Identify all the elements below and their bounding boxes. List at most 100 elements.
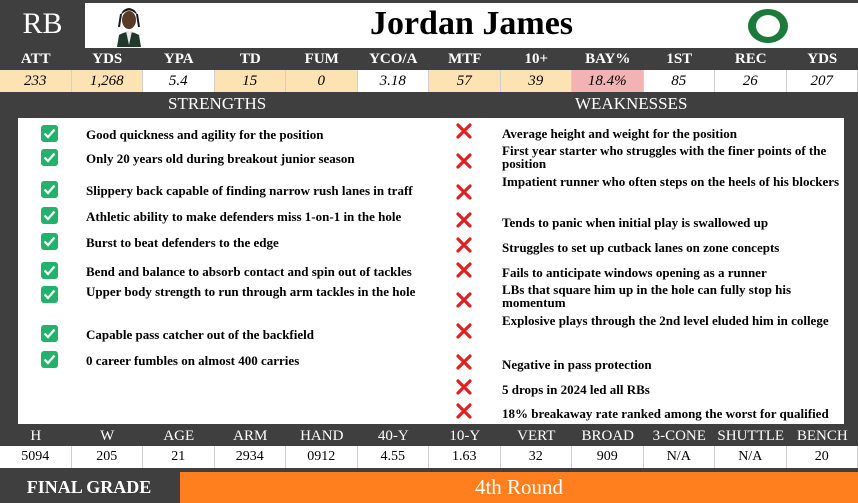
measure-label-4: HAND — [300, 427, 344, 444]
measurables-values-row: 5094 205 21 2934 0912 4.55 1.63 32 909 N/A N/A 20 — [0, 446, 858, 468]
stat-value-4: 0 — [286, 70, 358, 92]
strength-item: Burst to beat defenders to the edge — [86, 235, 279, 250]
measure-label-9: 3-CONE — [652, 427, 706, 444]
cross-icon — [456, 153, 472, 169]
measure-label-1: W — [100, 427, 115, 444]
stat-label-6: MTF — [448, 50, 482, 67]
name-bar: Jordan James — [85, 3, 858, 48]
stat-value-0: 233 — [0, 70, 72, 92]
measure-value-10: N/A — [715, 446, 787, 468]
strength-item: 0 career fumbles on almost 400 carries — [86, 353, 300, 368]
stat-label-5: YCO/A — [369, 50, 418, 67]
measure-value-5: 4.55 — [358, 446, 429, 468]
stat-label-2: YPA — [163, 50, 194, 67]
measure-value-11: 20 — [787, 446, 858, 468]
stat-value-7: 39 — [500, 70, 572, 92]
strength-item: Only 20 years old during breakout junior… — [86, 151, 355, 166]
cross-icon — [456, 323, 472, 339]
measure-label-3: ARM — [233, 427, 268, 444]
oregon-logo — [748, 9, 788, 43]
measure-value-8: 909 — [572, 446, 644, 468]
strength-item: Capable pass catcher out of the backfiel… — [86, 327, 314, 342]
player-name: Jordan James — [369, 5, 574, 42]
final-grade-value: 4th Round — [180, 472, 858, 503]
stat-header-row: ATT YDS YPA TD FUM YCO/A MTF 10+ BAY% 1ST REC YDS — [0, 48, 858, 70]
measure-value-4: 0912 — [286, 446, 358, 468]
weakness-item: Explosive plays through the 2nd level el… — [502, 313, 829, 328]
check-icon — [41, 262, 58, 279]
check-icon — [41, 233, 58, 250]
check-icon — [41, 149, 58, 166]
measure-value-2: 21 — [143, 446, 215, 468]
measure-label-10: SHUTTLE — [717, 427, 785, 444]
cross-icon — [456, 237, 472, 253]
stat-label-10: REC — [734, 50, 767, 67]
measure-label-11: BENCH — [796, 427, 848, 444]
stat-label-3: TD — [239, 50, 261, 67]
strength-item: Upper body strength to run through arm t… — [86, 284, 416, 299]
stat-value-8: 18.4% — [572, 70, 644, 92]
stat-values-row: 233 1,268 5.4 15 0 3.18 57 39 18.4% 85 26 207 — [0, 70, 858, 92]
cross-icon — [456, 379, 472, 395]
check-icon — [41, 325, 58, 342]
measurables-header-row: H W AGE ARM HAND 40-Y 10-Y VERT BROAD 3-CONE SHUTT… — [0, 426, 858, 446]
scouting-panel: Good quickness and agility for the posit… — [18, 118, 844, 424]
stat-label-9: 1ST — [666, 50, 693, 67]
weaknesses-title: WEAKNESSES — [575, 94, 688, 113]
weakness-item: Tends to panic when initial play is swal… — [502, 215, 769, 230]
cross-icon — [456, 212, 472, 228]
weakness-item: Struggles to set up cutback lanes on zon… — [502, 240, 780, 255]
measure-label-6: 10-Y — [449, 427, 481, 444]
measure-value-7: 32 — [501, 446, 572, 468]
weakness-item: 5 drops in 2024 led all RBs — [502, 382, 650, 397]
strength-item: Slippery back capable of finding narrow … — [86, 183, 413, 198]
check-icon — [41, 351, 58, 368]
weakness-item: 18% breakaway rate ranked among the wors… — [502, 406, 829, 421]
measure-value-0: 5094 — [0, 446, 72, 468]
final-grade-label: FINAL GRADE — [26, 477, 152, 497]
stat-value-5: 3.18 — [357, 70, 429, 92]
measure-value-1: 205 — [72, 446, 143, 468]
stat-label-1: YDS — [92, 50, 123, 67]
weakness-item: First year starter who struggles with th… — [502, 143, 827, 171]
measure-label-8: BROAD — [581, 427, 634, 444]
strength-item: Good quickness and agility for the posit… — [86, 127, 324, 142]
check-icon — [41, 207, 58, 224]
check-icon — [41, 181, 58, 198]
stat-value-3: 15 — [214, 70, 286, 92]
weakness-item: LBs that square him up in the hole can f… — [502, 282, 792, 310]
stat-value-6: 57 — [429, 70, 501, 92]
cross-icon — [456, 262, 472, 278]
measure-value-6: 1.63 — [429, 446, 501, 468]
weakness-item: Impatient runner who often steps on the … — [502, 174, 840, 189]
strength-item: Athletic ability to make defenders miss … — [86, 209, 402, 224]
measure-label-2: AGE — [163, 427, 195, 444]
cross-icon — [456, 354, 472, 370]
stat-value-2: 5.4 — [143, 70, 215, 92]
stat-value-9: 85 — [643, 70, 715, 92]
weakness-item: Average height and weight for the positi… — [502, 126, 737, 141]
cross-icon — [456, 123, 472, 139]
measure-label-0: H — [30, 427, 42, 444]
stat-label-7: 10+ — [524, 50, 549, 67]
stat-label-8: BAY% — [585, 50, 631, 67]
stat-label-4: FUM — [304, 50, 339, 67]
weakness-item: Fails to anticipate windows opening as a… — [502, 265, 767, 280]
cross-icon — [456, 184, 472, 200]
measure-value-9: N/A — [644, 446, 715, 468]
weakness-item: Negative in pass protection — [502, 357, 652, 372]
measure-value-3: 2934 — [215, 446, 286, 468]
stat-value-10: 26 — [715, 70, 787, 92]
cross-icon — [456, 292, 472, 308]
check-icon — [41, 286, 58, 303]
cross-icon — [456, 403, 472, 419]
stat-label-11: YDS — [807, 50, 838, 67]
position-label: RB — [0, 0, 85, 48]
player-photo — [107, 5, 151, 47]
strength-item: Bend and balance to absorb contact and s… — [86, 264, 412, 279]
stat-value-11: 207 — [786, 70, 858, 92]
measure-label-7: VERT — [517, 427, 556, 444]
strengths-title: STRENGTHS — [168, 94, 267, 113]
measure-label-5: 40-Y — [377, 427, 409, 444]
check-icon — [41, 125, 58, 142]
